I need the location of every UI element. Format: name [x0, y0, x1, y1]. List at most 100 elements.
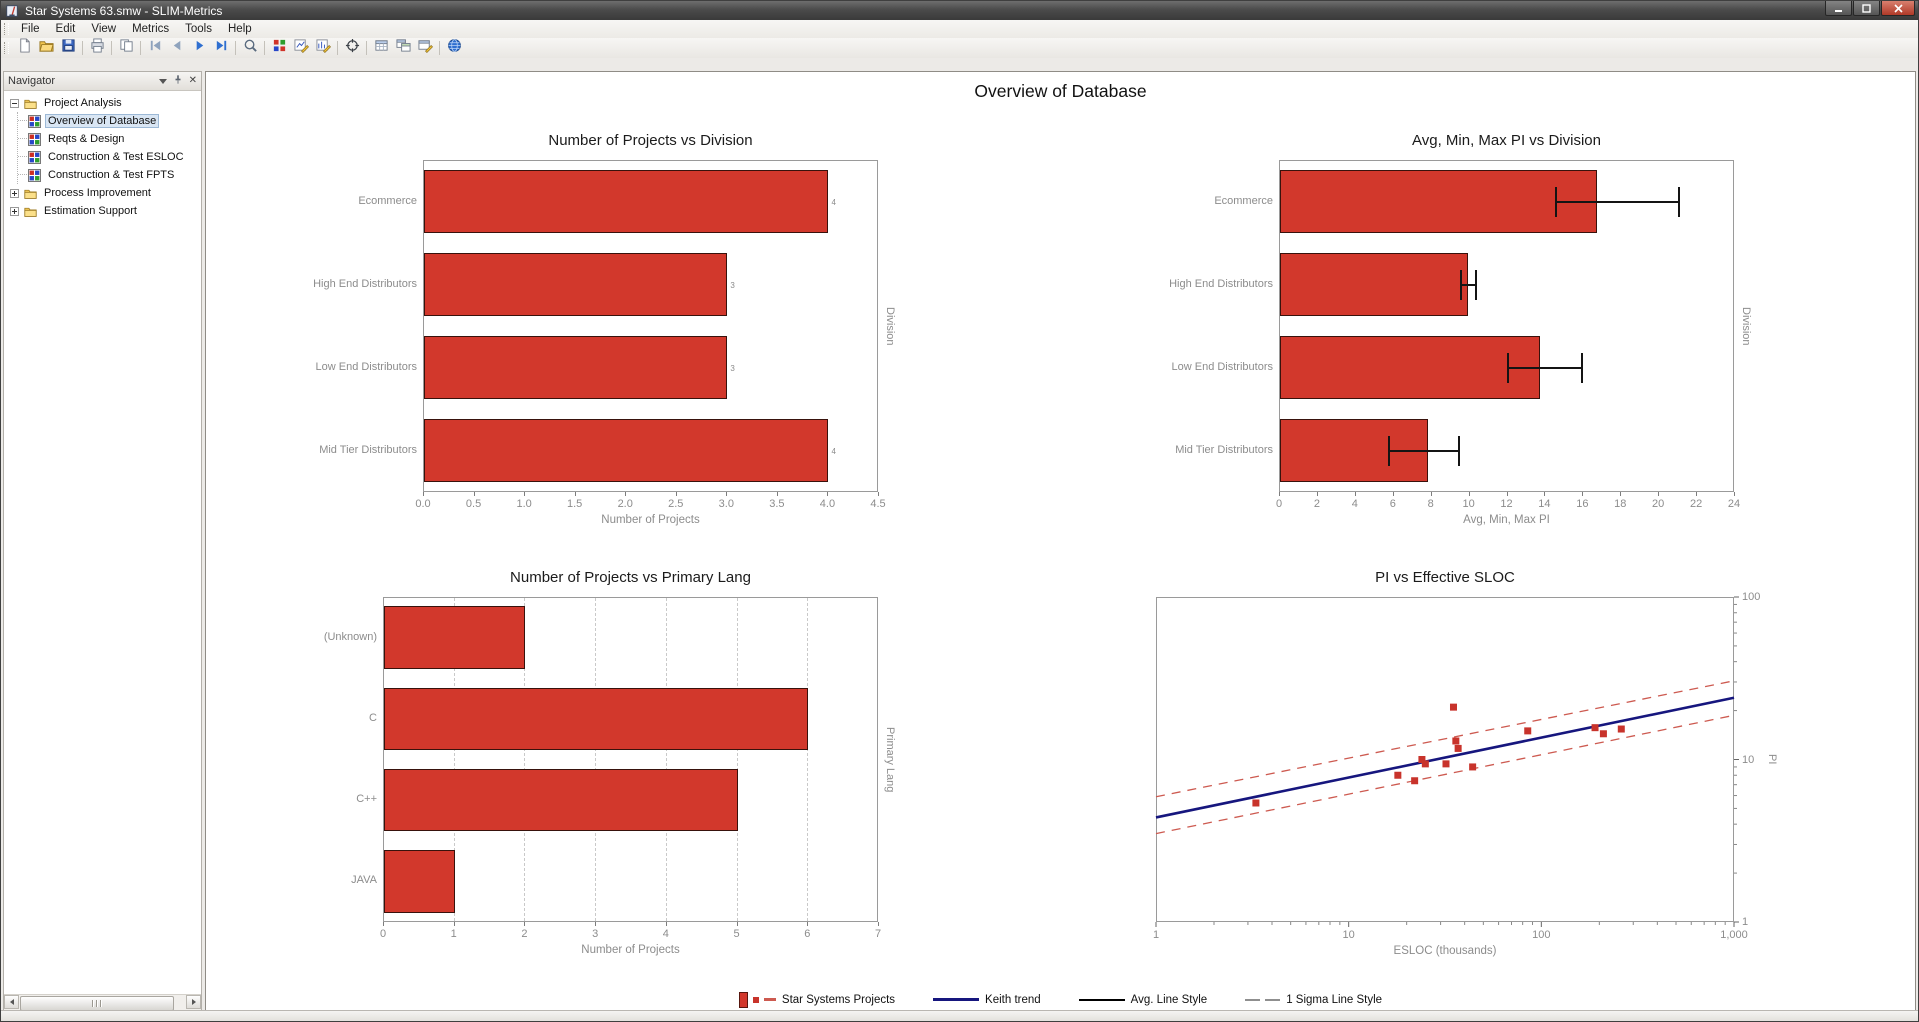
crosshair-button[interactable] [341, 38, 363, 58]
tree-item-construction-test-esloc[interactable]: Construction & Test ESLOC [18, 148, 201, 166]
maximize-button[interactable] [1853, 1, 1880, 16]
report-title: Overview of Database [974, 81, 1147, 101]
menu-tools[interactable]: Tools [185, 23, 212, 35]
go-previous-button[interactable] [166, 38, 188, 58]
copy-button[interactable] [115, 38, 137, 58]
x-tick-label: 3 [592, 928, 599, 940]
menu-metrics[interactable]: Metrics [132, 23, 170, 35]
x-tick [1430, 492, 1432, 496]
tree-folder-estimation-support[interactable]: Estimation Support [4, 202, 201, 220]
legend-avg-line-swatch [1078, 998, 1125, 1001]
x-tick-label: 7 [874, 928, 882, 940]
go-first-button[interactable] [144, 38, 166, 58]
go-previous-icon [170, 38, 185, 58]
x-tick [878, 492, 879, 496]
x-tick-label: 1 [450, 928, 457, 940]
error-bar-cap [1387, 435, 1390, 466]
collapse-icon[interactable] [10, 98, 19, 108]
help-button[interactable] [443, 38, 465, 58]
sigma-upper-line [1155, 680, 1735, 798]
legend-bar-swatch [738, 991, 748, 1008]
gridline [807, 598, 809, 921]
scrollbar-thumb[interactable] [20, 996, 174, 1011]
pin-icon[interactable] [173, 74, 183, 88]
x-tick-label: 14 [1538, 498, 1551, 510]
x-tick-label: 3.5 [769, 498, 785, 510]
x-tick-label: 0.5 [465, 498, 482, 510]
tree-connector [18, 138, 27, 140]
x-tick [807, 922, 809, 926]
expand-icon[interactable] [10, 188, 19, 198]
menu-edit[interactable]: Edit [55, 23, 76, 35]
legend-item-gray-dash: 1 Sigma Line Style [1245, 994, 1382, 1006]
data-point [1252, 799, 1260, 807]
menu-help[interactable]: Help [228, 23, 252, 35]
x-tick-label: 3.0 [718, 498, 734, 510]
table-icon [374, 38, 389, 58]
category-label: JAVA [351, 874, 377, 887]
menubar-grip[interactable] [4, 23, 9, 35]
x-tick [423, 492, 424, 496]
x-tick [524, 922, 526, 926]
toolbar-separator [366, 41, 367, 55]
charts-area: Number of Projects vs Division Ecommerce 4… [206, 72, 1915, 1010]
legend-dash-swatch [763, 998, 776, 1001]
x-tick-label: 6 [1389, 498, 1396, 510]
chart-style-button[interactable] [312, 38, 334, 58]
chart-view-icon [28, 132, 41, 146]
legend-item-navy-line: Keith trend [933, 994, 1041, 1006]
go-last-icon [214, 38, 229, 58]
tree-folder-project-analysis[interactable]: Project Analysis [4, 94, 201, 112]
report-canvas: Overview of Database Number of Projects … [205, 71, 1916, 1011]
x-tick-label: 1.0 [516, 498, 532, 510]
toolbar-grip[interactable] [4, 42, 9, 54]
scroll-right-arrow[interactable] [186, 995, 201, 1009]
category-label: High End Distributors [313, 277, 417, 290]
x-tick [776, 492, 778, 496]
close-button[interactable] [1881, 1, 1915, 16]
print-button[interactable] [86, 38, 108, 58]
chart-edit-button[interactable] [290, 38, 312, 58]
menu-view[interactable]: View [91, 23, 117, 35]
chart-edit-icon [293, 38, 309, 58]
error-bar-line [1388, 449, 1460, 452]
legend-item-red-bar-point-dash: Star Systems Projects [738, 991, 895, 1008]
x-tick [1506, 492, 1508, 496]
go-last-button[interactable] [210, 38, 232, 58]
menu-file[interactable]: File [21, 23, 40, 35]
x-tick [1392, 492, 1394, 496]
report-edit-button[interactable] [414, 38, 436, 58]
tree-folder-process-improvement[interactable]: Process Improvement [4, 184, 201, 202]
copy-icon [119, 38, 134, 58]
x-tick [827, 492, 829, 496]
menu-items: File Edit View Metrics Tools Help [13, 20, 260, 38]
table-edit-icon [417, 38, 433, 58]
data-point [1469, 763, 1477, 771]
bar-value-label: 3 [730, 280, 735, 290]
navigator-tree: Project Analysis Overview of Database Reqt… [4, 90, 201, 995]
report-table-button[interactable] [370, 38, 392, 58]
tree-item-construction-test-fpts[interactable]: Construction & Test FPTS [18, 166, 201, 184]
minimize-button[interactable] [1825, 1, 1852, 16]
save-button[interactable] [57, 38, 79, 58]
zoom-button[interactable] [239, 38, 261, 58]
legend-item-black-line: Avg. Line Style [1078, 994, 1207, 1006]
bar-value-label: 4 [831, 446, 836, 456]
tree-item-overview-of-database[interactable]: Overview of Database [18, 112, 201, 130]
window-title: Star Systems 63.smw - SLIM-Metrics [25, 3, 223, 18]
navigator-hscrollbar[interactable] [4, 994, 201, 1011]
scroll-left-arrow[interactable] [4, 995, 19, 1009]
navigator-close-icon[interactable]: ✕ [188, 75, 197, 86]
expand-icon[interactable] [10, 206, 19, 216]
open-button[interactable] [35, 38, 57, 58]
x-tick-label: 12 [1500, 498, 1513, 510]
x-tick [878, 922, 879, 926]
report-copy-button[interactable] [392, 38, 414, 58]
legend-label: Keith trend [985, 993, 1041, 1006]
new-button[interactable] [13, 38, 35, 58]
tree-item-reqts-design[interactable]: Reqts & Design [18, 130, 201, 148]
legend-trend-swatch [933, 998, 980, 1001]
chevron-down-icon[interactable] [158, 78, 167, 84]
chart-grid-button[interactable] [268, 38, 290, 58]
go-next-button[interactable] [188, 38, 210, 58]
